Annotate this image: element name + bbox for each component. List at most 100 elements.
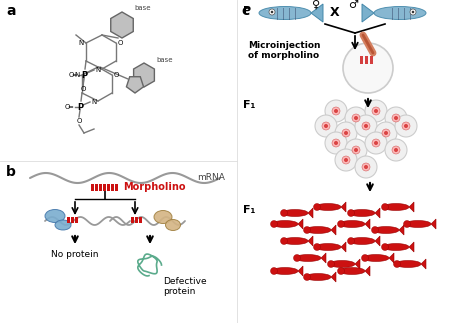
Polygon shape — [362, 4, 374, 22]
Polygon shape — [111, 12, 133, 38]
Circle shape — [315, 115, 337, 137]
Polygon shape — [431, 219, 436, 229]
Circle shape — [364, 124, 368, 128]
Text: No protein: No protein — [51, 250, 99, 259]
Circle shape — [384, 131, 388, 135]
Bar — [67, 217, 70, 223]
Polygon shape — [355, 259, 360, 269]
Polygon shape — [298, 219, 303, 229]
Circle shape — [364, 165, 368, 169]
Ellipse shape — [349, 237, 375, 245]
Polygon shape — [409, 242, 414, 252]
Circle shape — [337, 221, 345, 227]
Circle shape — [393, 261, 401, 267]
Polygon shape — [311, 4, 323, 22]
Polygon shape — [331, 272, 336, 282]
Bar — [99, 184, 102, 191]
Text: N: N — [75, 72, 80, 78]
Text: Microinjection
of morpholino: Microinjection of morpholino — [248, 41, 320, 60]
Text: F₁: F₁ — [243, 100, 255, 110]
Circle shape — [352, 114, 360, 122]
Circle shape — [303, 226, 310, 234]
Circle shape — [372, 139, 380, 147]
Circle shape — [343, 43, 393, 93]
Text: O: O — [64, 104, 70, 110]
Polygon shape — [298, 266, 303, 276]
Circle shape — [334, 109, 338, 113]
Ellipse shape — [339, 267, 365, 275]
Text: O: O — [80, 86, 86, 92]
Text: base: base — [134, 5, 151, 11]
Circle shape — [395, 115, 417, 137]
Circle shape — [337, 267, 345, 275]
Circle shape — [375, 122, 397, 144]
Circle shape — [355, 156, 377, 178]
Bar — [95, 184, 99, 191]
Ellipse shape — [405, 221, 431, 227]
Circle shape — [335, 122, 357, 144]
Circle shape — [374, 109, 378, 113]
Polygon shape — [375, 208, 380, 218]
Text: P: P — [81, 70, 87, 79]
Circle shape — [271, 11, 273, 13]
Circle shape — [394, 116, 398, 120]
Circle shape — [345, 107, 367, 129]
Text: O: O — [76, 118, 82, 124]
Text: Morpholino: Morpholino — [123, 182, 185, 193]
Ellipse shape — [272, 221, 298, 227]
Circle shape — [325, 100, 347, 122]
Circle shape — [404, 124, 408, 128]
Circle shape — [344, 131, 348, 135]
Circle shape — [345, 139, 367, 161]
Bar — [107, 184, 110, 191]
Ellipse shape — [315, 244, 341, 251]
Text: N: N — [79, 40, 84, 46]
Polygon shape — [341, 242, 346, 252]
Bar — [75, 217, 78, 223]
Circle shape — [372, 107, 380, 115]
Polygon shape — [399, 225, 404, 235]
Circle shape — [347, 237, 355, 245]
Circle shape — [332, 139, 340, 147]
Circle shape — [385, 139, 407, 161]
Circle shape — [281, 210, 288, 216]
Ellipse shape — [395, 261, 421, 267]
Ellipse shape — [363, 255, 389, 262]
Polygon shape — [421, 259, 426, 269]
Bar — [365, 56, 368, 64]
Polygon shape — [375, 236, 380, 246]
Circle shape — [347, 210, 355, 216]
Circle shape — [385, 107, 407, 129]
Text: P: P — [243, 6, 251, 16]
Ellipse shape — [55, 220, 71, 230]
Circle shape — [372, 226, 379, 234]
Ellipse shape — [295, 255, 321, 262]
Ellipse shape — [373, 226, 399, 234]
Circle shape — [402, 122, 410, 130]
Text: F₁: F₁ — [243, 205, 255, 215]
Circle shape — [394, 148, 398, 152]
Circle shape — [354, 116, 358, 120]
Text: O: O — [114, 72, 119, 78]
Polygon shape — [409, 202, 414, 212]
Circle shape — [303, 274, 310, 280]
Circle shape — [324, 124, 328, 128]
Polygon shape — [308, 236, 313, 246]
Polygon shape — [321, 253, 326, 263]
Ellipse shape — [282, 237, 308, 245]
Circle shape — [355, 115, 377, 137]
Circle shape — [354, 148, 358, 152]
Circle shape — [392, 114, 400, 122]
Circle shape — [410, 9, 416, 15]
Circle shape — [313, 203, 320, 211]
Bar — [131, 217, 134, 223]
Ellipse shape — [383, 203, 409, 211]
Circle shape — [342, 156, 350, 164]
Circle shape — [342, 129, 350, 137]
Text: b: b — [6, 165, 16, 179]
Text: N: N — [91, 99, 96, 105]
Ellipse shape — [154, 211, 172, 224]
Circle shape — [335, 149, 357, 171]
Text: =: = — [71, 72, 77, 78]
Text: O: O — [69, 72, 74, 78]
